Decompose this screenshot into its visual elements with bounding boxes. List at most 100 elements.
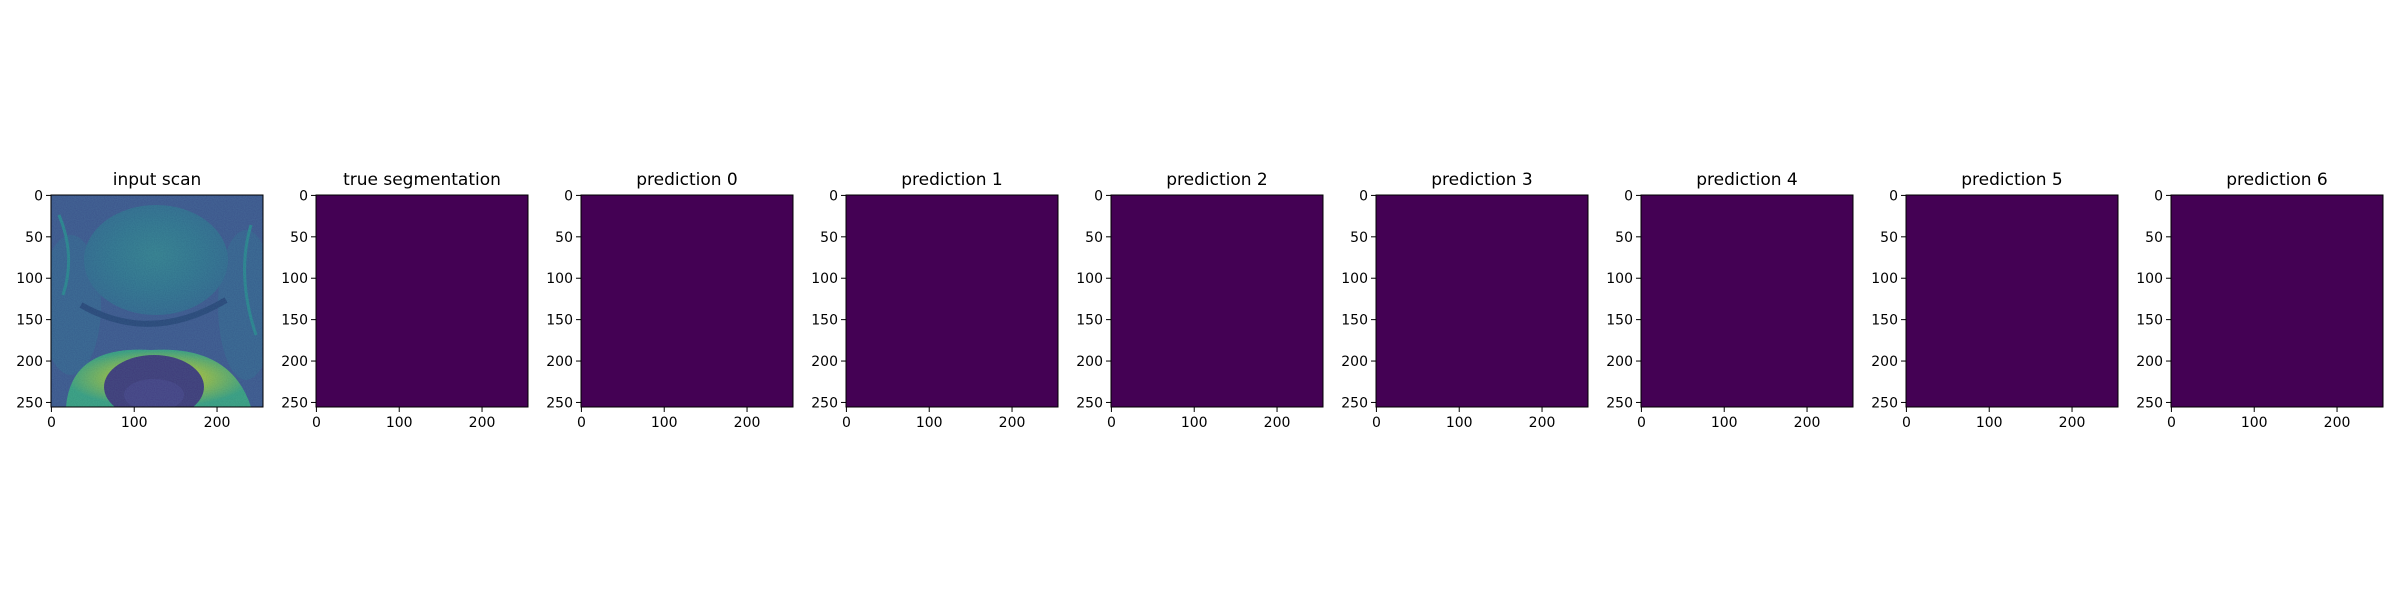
x-tick-label: 0 xyxy=(1372,415,1381,431)
y-tick-label: 150 xyxy=(1871,313,1898,329)
axes-frame xyxy=(845,194,1059,408)
y-tick-label: 100 xyxy=(1076,271,1103,287)
y-tick-label: 150 xyxy=(281,313,308,329)
x-tick-label: 100 xyxy=(1181,415,1208,431)
y-tick-label: 250 xyxy=(546,395,573,411)
axes-frame xyxy=(1110,194,1324,408)
y-tick-label: 150 xyxy=(16,313,43,329)
scan-noise xyxy=(51,195,263,407)
x-tick-label: 200 xyxy=(1794,415,1821,431)
subplot-title: prediction 2 xyxy=(1166,170,1268,190)
x-tick-label: 200 xyxy=(999,415,1026,431)
axes-frame xyxy=(1905,194,2119,408)
x-tick-label: 100 xyxy=(651,415,678,431)
y-tick-label: 100 xyxy=(1341,271,1368,287)
subplot-1: true segmentation 0 100 200 0 50 100 150 200 250 xyxy=(281,170,529,431)
subplot-7: prediction 5 0 100 200 0 50 100 150 200 250 xyxy=(1871,170,2119,431)
x-tick-label: 200 xyxy=(2324,415,2351,431)
y-tick-label: 100 xyxy=(811,271,838,287)
y-tick-label: 250 xyxy=(1341,395,1368,411)
y-tick-label: 50 xyxy=(25,230,43,246)
x-tick-label: 0 xyxy=(2167,415,2176,431)
x-tick-label: 100 xyxy=(386,415,413,431)
mask-image xyxy=(1641,195,1853,407)
x-tick-label: 0 xyxy=(577,415,586,431)
axes-frame xyxy=(50,194,264,408)
y-tick-label: 0 xyxy=(829,188,838,204)
x-tick-label: 100 xyxy=(121,415,148,431)
y-tick-label: 100 xyxy=(546,271,573,287)
y-tick-label: 0 xyxy=(1889,188,1898,204)
y-tick-label: 0 xyxy=(1094,188,1103,204)
subplot-title: true segmentation xyxy=(343,170,501,190)
x-tick-label: 200 xyxy=(1529,415,1556,431)
subplot-title: prediction 3 xyxy=(1431,170,1533,190)
y-tick-label: 200 xyxy=(811,354,838,370)
subplot-0: input scan 0 100 200 0 50 100 150 200 250 xyxy=(16,170,264,431)
x-tick-label: 0 xyxy=(1107,415,1116,431)
y-tick-label: 250 xyxy=(2136,395,2163,411)
subplot-title: prediction 6 xyxy=(2226,170,2328,190)
subplot-title: input scan xyxy=(113,170,202,190)
x-tick-label: 100 xyxy=(1711,415,1738,431)
x-tick-label: 200 xyxy=(204,415,231,431)
subplot-2: prediction 0 0 100 200 0 50 100 150 200 250 xyxy=(546,170,794,431)
y-tick-label: 50 xyxy=(2145,230,2163,246)
x-tick-label: 100 xyxy=(916,415,943,431)
scan-image xyxy=(51,195,263,407)
y-tick-label: 150 xyxy=(546,313,573,329)
axes-frame xyxy=(1640,194,1854,408)
y-tick-label: 200 xyxy=(16,354,43,370)
subplot-title: prediction 4 xyxy=(1696,170,1798,190)
x-tick-label: 200 xyxy=(469,415,496,431)
x-tick-label: 100 xyxy=(1446,415,1473,431)
y-tick-label: 150 xyxy=(1341,313,1368,329)
y-tick-label: 0 xyxy=(299,188,308,204)
y-tick-label: 150 xyxy=(1606,313,1633,329)
subplot-title: prediction 5 xyxy=(1961,170,2063,190)
y-tick-label: 100 xyxy=(281,271,308,287)
y-tick-label: 100 xyxy=(1606,271,1633,287)
y-tick-label: 0 xyxy=(2154,188,2163,204)
subplot-3: prediction 1 0 100 200 0 50 100 150 200 250 xyxy=(811,170,1059,431)
y-tick-label: 0 xyxy=(1359,188,1368,204)
y-tick-label: 200 xyxy=(1076,354,1103,370)
y-tick-label: 0 xyxy=(1624,188,1633,204)
axes-frame xyxy=(2170,194,2384,408)
y-tick-label: 250 xyxy=(16,395,43,411)
y-tick-label: 250 xyxy=(281,395,308,411)
mask-image xyxy=(1906,195,2118,407)
x-tick-label: 0 xyxy=(312,415,321,431)
x-tick-label: 200 xyxy=(1264,415,1291,431)
mask-image xyxy=(316,195,528,407)
y-tick-label: 200 xyxy=(1871,354,1898,370)
y-tick-label: 200 xyxy=(1606,354,1633,370)
y-tick-label: 200 xyxy=(1341,354,1368,370)
y-tick-label: 0 xyxy=(34,188,43,204)
x-tick-label: 0 xyxy=(842,415,851,431)
subplot-title: prediction 1 xyxy=(901,170,1003,190)
x-tick-label: 0 xyxy=(1902,415,1911,431)
x-tick-label: 200 xyxy=(734,415,761,431)
y-tick-label: 250 xyxy=(1871,395,1898,411)
mask-image xyxy=(1376,195,1588,407)
subplot-6: prediction 4 0 100 200 0 50 100 150 200 250 xyxy=(1606,170,1854,431)
y-tick-label: 250 xyxy=(811,395,838,411)
y-tick-label: 150 xyxy=(1076,313,1103,329)
y-tick-label: 100 xyxy=(2136,271,2163,287)
y-tick-label: 50 xyxy=(555,230,573,246)
mask-image xyxy=(846,195,1058,407)
mask-image xyxy=(581,195,793,407)
y-tick-label: 50 xyxy=(1085,230,1103,246)
y-tick-label: 250 xyxy=(1076,395,1103,411)
y-tick-label: 200 xyxy=(281,354,308,370)
y-tick-label: 150 xyxy=(2136,313,2163,329)
x-tick-label: 100 xyxy=(1976,415,2003,431)
x-tick-label: 0 xyxy=(47,415,56,431)
subplot-5: prediction 3 0 100 200 0 50 100 150 200 250 xyxy=(1341,170,1589,431)
y-tick-label: 50 xyxy=(1350,230,1368,246)
x-tick-label: 200 xyxy=(2059,415,2086,431)
subplot-title: prediction 0 xyxy=(636,170,738,190)
mask-image xyxy=(1111,195,1323,407)
